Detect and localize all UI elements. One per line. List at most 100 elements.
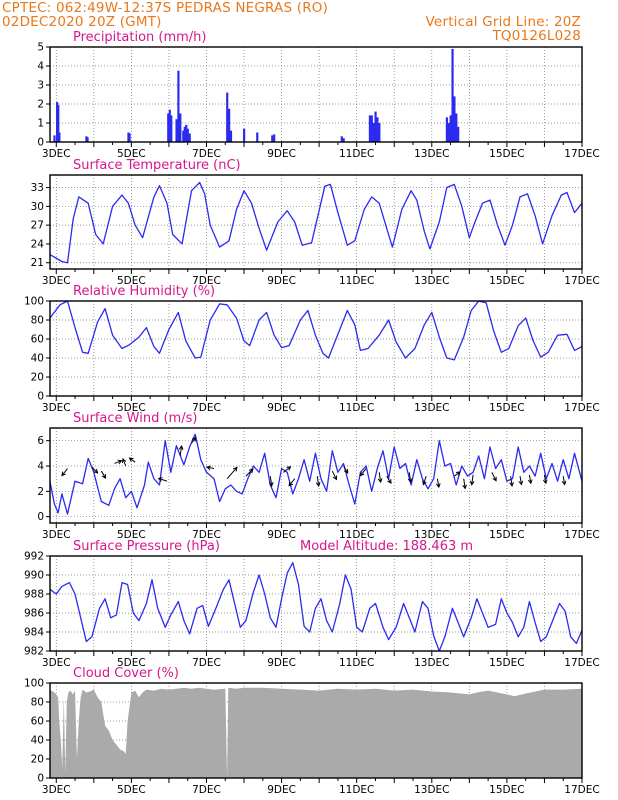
precip-bar [168, 109, 171, 142]
cloud-area [49, 687, 582, 778]
wind-arrow-head [93, 468, 99, 474]
wind-arrow [269, 476, 273, 487]
wind-arrow [562, 476, 566, 485]
wind-arrow-head [315, 482, 321, 487]
wind-arrow-head [117, 459, 123, 465]
panel-title: Precipitation (mm/h) [73, 30, 206, 45]
wind-arrow [191, 437, 197, 444]
y-tick-label: 30 [31, 201, 44, 213]
y-tick-label: 2 [37, 486, 44, 498]
panel-5: Cloud Cover (%) 0 20 40 60 80 100 3DEC 5DEC 7DEC 9… [24, 666, 600, 796]
x-tick-label: 9DEC [267, 529, 296, 541]
x-tick-label: 17DEC [564, 529, 599, 541]
x-tick-label: 9DEC [267, 402, 296, 414]
x-tick-label: 7DEC [192, 275, 221, 287]
precip-bar [128, 133, 131, 142]
series-line [49, 433, 583, 515]
x-tick-label: 9DEC [267, 657, 296, 669]
x-tick-label: 15DEC [489, 657, 524, 669]
wind-arrow-head [407, 478, 413, 484]
panel-0: Precipitation (mm/h) 0 1 2 3 4 5 3DEC 5DEC 7DEC 9D… [37, 30, 599, 160]
precip-bar [374, 111, 377, 142]
y-tick-label: 992 [24, 551, 44, 563]
y-tick-label: 100 [24, 296, 44, 308]
wind-arrow-head [387, 479, 392, 485]
y-tick-label: 20 [31, 372, 44, 384]
y-tick-label: 982 [24, 646, 44, 658]
wind-arrow [226, 467, 238, 479]
x-tick-label: 5DEC [117, 402, 146, 414]
x-tick-label: 11DEC [339, 275, 374, 287]
precip-bar [451, 48, 454, 142]
wind-arrow [100, 470, 106, 479]
panel-4: Surface Pressure (hPa) Model Altitude: 18… [24, 539, 600, 669]
y-tick-label: 2 [37, 99, 44, 111]
panel-annotation: Model Altitude: 188.463 m [300, 539, 473, 554]
wind-arrow [378, 472, 382, 483]
precip-bar [445, 117, 449, 142]
precip-bar [183, 126, 186, 142]
wind-arrow-head [469, 480, 475, 486]
wind-arrow-head [157, 477, 163, 482]
wind-arrow [283, 466, 291, 473]
panel-1: Surface Temperature (nC) 21 24 27 30 33 3DEC 5D… [31, 158, 600, 287]
panel-title: Cloud Cover (%) [73, 666, 179, 681]
wind-arrow [114, 460, 122, 464]
wind-arrow-head [492, 476, 497, 482]
precip-bar [86, 137, 89, 142]
precip-bar [256, 132, 259, 142]
precip-bar [226, 92, 229, 142]
precip-bar [376, 117, 379, 142]
precip-bar [453, 96, 456, 142]
x-tick-label: 7DEC [192, 148, 221, 160]
panel-title: Relative Humidity (%) [73, 284, 215, 299]
wind-arrow [288, 478, 296, 486]
y-tick-label: 20 [31, 754, 44, 766]
panel-title: Surface Wind (m/s) [73, 411, 197, 426]
x-tick-label: 13DEC [414, 529, 449, 541]
x-tick-label: 9DEC [267, 275, 296, 287]
header-datetime: 02DEC2020 20Z (GMT) [2, 14, 162, 30]
y-tick-label: 986 [24, 608, 44, 620]
wind-arrow [158, 477, 168, 482]
y-tick-label: 988 [24, 589, 44, 601]
x-tick-label: 7DEC [192, 529, 221, 541]
wind-arrow-head [527, 479, 533, 485]
wind-arrow-head [542, 479, 548, 485]
precip-bar [58, 132, 61, 142]
wind-arrow-head [377, 478, 383, 484]
precip-bar [372, 123, 375, 142]
panel-frame [49, 555, 583, 652]
precip-bar [188, 133, 191, 142]
header-model-id: TQ0126L028 [492, 28, 581, 44]
series-line [49, 562, 583, 652]
y-tick-label: 24 [31, 238, 45, 250]
y-tick-label: 100 [24, 678, 44, 690]
panel-frame [49, 300, 583, 397]
x-tick-label: 9DEC [267, 148, 296, 160]
header-station: CPTEC: 062:49W-12:37S PEDRAS NEGRAS (RO) [2, 0, 329, 16]
precip-bar [342, 138, 345, 142]
precip-bar [185, 124, 188, 142]
x-tick-label: 3DEC [42, 275, 71, 287]
series-line [49, 181, 583, 264]
y-tick-label: 80 [31, 697, 44, 709]
x-tick-label: 3DEC [42, 402, 71, 414]
wind-arrow-head [509, 482, 514, 487]
precip-bar [447, 123, 450, 142]
wind-arrow-head [191, 436, 197, 442]
y-tick-label: 40 [31, 735, 44, 747]
panel-2: Relative Humidity (%) 0 20 40 60 80 100 3DEC 5DE… [24, 284, 600, 414]
x-tick-label: 7DEC [192, 657, 221, 669]
x-tick-label: 3DEC [42, 148, 71, 160]
x-tick-label: 11DEC [339, 784, 374, 796]
y-tick-label: 40 [31, 353, 44, 365]
panel-frame [49, 682, 583, 779]
panel-3: Surface Wind (m/s) 0 2 4 6 3DEC 5DEC 7DEC 9DEC 11… [37, 411, 599, 541]
wind-arrow-head [286, 466, 292, 471]
y-tick-label: 0 [37, 137, 44, 149]
wind-arrow-head [561, 480, 567, 486]
wind-arrow [408, 472, 412, 483]
y-tick-label: 990 [24, 570, 44, 582]
wind-arrow [91, 466, 98, 474]
